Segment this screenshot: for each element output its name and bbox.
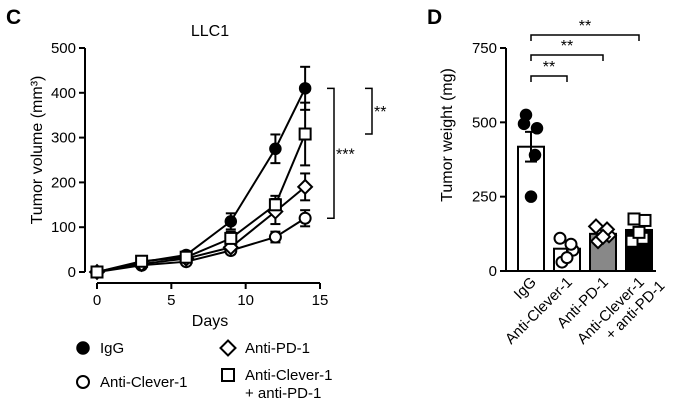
data-point-2-5	[296, 178, 314, 196]
category-label-3: Anti-Clever-1+ anti-PD-1	[574, 265, 668, 359]
data-point-1-4	[560, 251, 574, 265]
data-point-1-5	[298, 211, 312, 225]
legend-label-0: IgG	[100, 340, 124, 357]
significance-label: ***	[336, 146, 355, 163]
data-point-0-4	[269, 142, 282, 156]
chart-c-y-tick-label: 0	[68, 264, 76, 281]
chart-d-y-tick-label: 750	[472, 40, 497, 57]
chart-d-ylabel: Tumor weight (mg)	[439, 68, 456, 202]
chart-c-y-tick-label: 200	[51, 174, 76, 191]
data-point-0-4	[524, 190, 538, 203]
chart-c-x-tick-label: 15	[312, 292, 329, 309]
legend-marker-0	[76, 341, 90, 355]
series-line-3	[96, 133, 307, 273]
legend-marker-2	[76, 375, 90, 389]
chart-d-y-tick-label: 500	[472, 114, 497, 131]
chart-c-y-tick-label: 300	[51, 130, 76, 147]
data-point-1-2	[553, 231, 567, 245]
chart-d-y-tick-label: 250	[472, 189, 497, 206]
legend-label-3-line: Anti-Clever-1	[245, 367, 333, 384]
significance-label: **	[579, 18, 591, 35]
significance-label: **	[561, 38, 573, 55]
data-point-3-3	[224, 231, 238, 245]
data-point-0-2	[517, 117, 531, 131]
data-point-0-3	[528, 148, 542, 162]
data-point-3-5	[298, 127, 312, 141]
significance-label: **	[374, 104, 386, 121]
data-point-3-1	[135, 254, 149, 268]
chart-d: 0250500750IgGAnti-Clever-1Anti-PD-1Anti-…	[472, 18, 668, 359]
bar-0	[517, 145, 545, 272]
chart-d-y-tick-label: 0	[489, 263, 497, 280]
panel-letter-d: D	[427, 6, 442, 29]
chart-c-title: LLC1	[191, 23, 229, 40]
chart-c-x-tick-label: 10	[237, 292, 254, 309]
significance-bracket	[530, 75, 568, 82]
chart-c-xlabel: Days	[192, 313, 228, 330]
data-point-3-4	[632, 225, 646, 239]
chart-c-x-tick-label: 5	[167, 292, 175, 309]
data-point-3-0	[90, 265, 104, 279]
panel-letter-c: C	[6, 6, 21, 29]
data-point-0-1	[530, 122, 544, 135]
significance-bracket	[530, 34, 640, 41]
data-point-3-0	[627, 212, 641, 226]
legend-label-1: Anti-PD-1	[245, 340, 310, 357]
chart-c-x-tick-label: 0	[93, 292, 101, 309]
data-point-1-3	[564, 237, 578, 251]
legend-marker-3	[221, 368, 235, 382]
chart-c-y-tick-label: 500	[51, 40, 76, 57]
chart-c-y-tick-label: 400	[51, 85, 76, 102]
data-point-0-3	[224, 215, 238, 228]
data-point-3-2	[179, 250, 193, 264]
chart-c-ylabel: Tumor volume (mm³)	[29, 76, 46, 225]
significance-bracket	[327, 87, 335, 219]
legend-label-3-line: + anti-PD-1	[245, 385, 321, 402]
series-line-0	[96, 87, 307, 273]
significance-label: **	[543, 59, 555, 76]
data-point-3-4	[268, 198, 282, 212]
legend-label-2: Anti-Clever-1	[100, 374, 188, 391]
legend-marker-1	[219, 339, 237, 357]
data-point-2-4	[594, 228, 612, 246]
significance-bracket	[530, 54, 604, 61]
data-point-1-4	[268, 230, 282, 244]
category-label-0: IgG	[511, 274, 540, 303]
chart-c-y-tick-label: 100	[51, 219, 76, 236]
data-point-3-1	[638, 213, 652, 227]
significance-bracket	[365, 87, 373, 135]
data-point-0-5	[298, 82, 312, 95]
